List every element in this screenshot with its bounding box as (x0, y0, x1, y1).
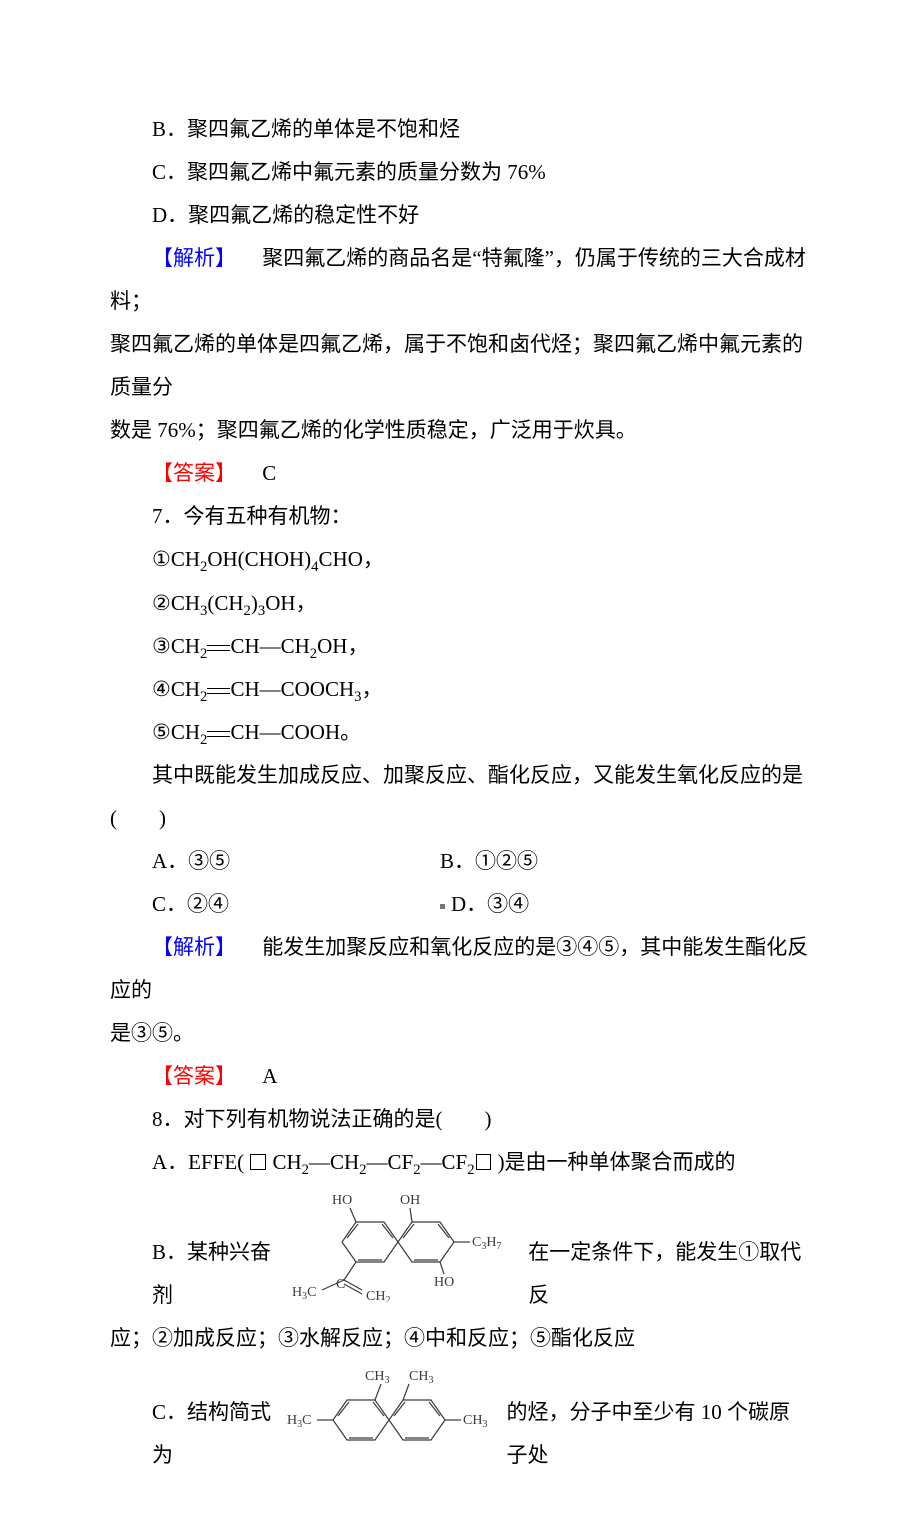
opt-c-prev-question: C．聚四氟乙烯中氟元素的质量分数为 76% (110, 151, 810, 194)
answer-q6: 【答案】 C (110, 452, 810, 495)
q7-opt-a: A．③⑤ (110, 840, 440, 883)
q7-options-row1: A．③⑤ B．①②⑤ (110, 840, 810, 883)
answer-label: 【答案】 (152, 1064, 236, 1088)
q7-item-2: ②CH3(CH2)3OH， (110, 582, 810, 625)
q7-opt-d: D．③④ (440, 883, 529, 926)
svg-text:CH2: CH2 (366, 1289, 390, 1302)
explanation-label: 【解析】 (152, 246, 236, 270)
structure-c-svg: CH3 CH3 H3C CH3 (287, 1360, 503, 1477)
q7-opt-c: C．②④ (110, 883, 440, 926)
svg-text:CH3: CH3 (409, 1369, 433, 1386)
structure-b-svg: HO OH C3H7 HO H3C CH2 C (292, 1184, 522, 1317)
q7-item-1: ①CH2OH(CHOH)4CHO， (110, 538, 810, 581)
q7-stem: 其中既能发生加成反应、加聚反应、酯化反应，又能发生氧化反应的是( ) (110, 754, 810, 840)
svg-text:OH: OH (400, 1193, 420, 1208)
q8-opt-b-line2: 应；②加成反应；③水解反应；④中和反应；⑤酯化反应 (110, 1317, 810, 1360)
q7-options-row2: C．②④ D．③④ (110, 883, 810, 926)
explanation-q6-line3: 数是 76%；聚四氟乙烯的化学性质稳定，广泛用于炊具。 (110, 409, 810, 452)
close-bracket-icon (476, 1154, 492, 1170)
svg-text:C: C (336, 1277, 345, 1292)
q8-opt-a: A．EFFE( CH2—CH2—CF2—CF2 )是由一种单体聚合而成的 (110, 1141, 810, 1184)
svg-text:CH3: CH3 (365, 1369, 389, 1386)
q7-item-3: ③CH2CH—CH2OH， (110, 625, 810, 668)
marker-icon (440, 904, 445, 909)
q7-item-4: ④CH2CH—COOCH3， (110, 668, 810, 711)
answer-label: 【答案】 (152, 461, 236, 485)
explanation-q6-line2: 聚四氟乙烯的单体是四氟乙烯，属于不饱和卤代烃；聚四氟乙烯中氟元素的质量分 (110, 323, 810, 409)
svg-text:H3C: H3C (287, 1413, 311, 1430)
svg-text:C3H7: C3H7 (472, 1235, 501, 1252)
svg-text:HO: HO (332, 1193, 352, 1208)
svg-text:CH3: CH3 (463, 1413, 487, 1430)
svg-text:H3C: H3C (292, 1285, 316, 1302)
explanation-q7-line2: 是③⑤。 (110, 1012, 810, 1055)
q8-heading: 8．对下列有机物说法正确的是( ) (110, 1098, 810, 1141)
q7-item-5: ⑤CH2CH—COOH。 (110, 711, 810, 754)
explanation-q7-line1: 【解析】 能发生加聚反应和氧化反应的是③④⑤，其中能发生酯化反应的 (110, 926, 810, 1012)
opt-b-prev-question: B．聚四氟乙烯的单体是不饱和烃 (110, 108, 810, 151)
q7-opt-b: B．①②⑤ (440, 840, 538, 883)
explanation-q6-line1: 【解析】 聚四氟乙烯的商品名是“特氟隆”，仍属于传统的三大合成材料； (110, 237, 810, 323)
open-bracket-icon (250, 1154, 266, 1170)
explanation-label: 【解析】 (152, 935, 236, 959)
answer-q7: 【答案】 A (110, 1055, 810, 1098)
svg-text:HO: HO (434, 1275, 454, 1290)
opt-d-prev-question: D．聚四氟乙烯的稳定性不好 (110, 194, 810, 237)
q7-heading: 7．今有五种有机物： (110, 495, 810, 538)
q8-opt-b-line1: B．某种兴奋剂 (110, 1184, 810, 1317)
q8-opt-c: C．结构简式为 CH3 CH3 (110, 1360, 810, 1477)
